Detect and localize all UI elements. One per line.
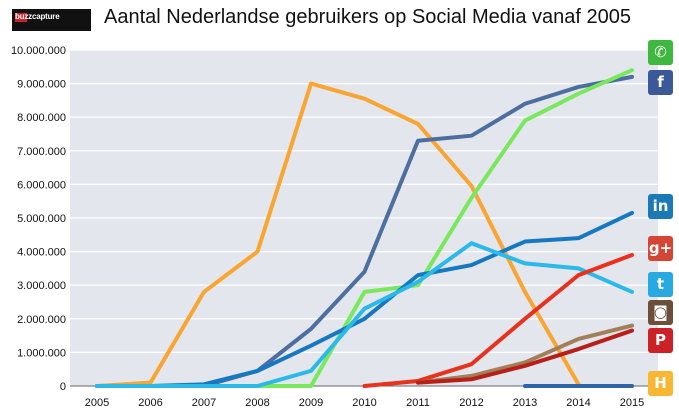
series-line-google-plus	[362, 252, 634, 388]
logo-accent	[15, 13, 27, 22]
y-tick-label: 2.000.000	[17, 314, 66, 326]
y-tick-label: 0	[60, 381, 66, 393]
y-tick-label: 10.000.000	[11, 45, 66, 57]
x-tick-label: 2015	[620, 397, 644, 409]
x-tick-label: 2013	[513, 397, 537, 409]
x-tick-label: 2007	[192, 397, 216, 409]
x-tick-label: 2009	[299, 397, 323, 409]
hyves-icon: H	[648, 371, 673, 396]
y-tick-label: 4.000.000	[17, 247, 66, 259]
y-tick-label: 9.000.000	[17, 79, 66, 91]
x-tick-label: 2011	[406, 397, 430, 409]
y-tick-label: 5.000.000	[17, 213, 66, 225]
series-line-twitter	[95, 241, 634, 388]
buzzcapture-logo: buzzcapture	[12, 9, 91, 31]
y-tick-label: 6.000.000	[17, 179, 66, 191]
x-tick-label: 2010	[352, 397, 376, 409]
x-tick-label: 2005	[85, 397, 109, 409]
y-tick-label: 7.000.000	[17, 146, 66, 158]
series-line-pinterest	[416, 328, 634, 385]
facebook-icon: f	[648, 70, 673, 95]
chart-title: Aantal Nederlandse gebruikers op Social …	[104, 6, 632, 28]
pinterest-icon: P	[648, 328, 673, 353]
x-tick-label: 2008	[245, 397, 269, 409]
y-tick-label: 3.000.000	[17, 280, 66, 292]
google-plus-icon: g+	[648, 236, 673, 261]
linkedin-icon: in	[648, 194, 673, 219]
y-tick-label: 1.000.000	[17, 347, 66, 359]
twitter-icon: t	[648, 272, 673, 297]
logo-text: buzzcapture	[15, 12, 60, 21]
series-line-instagram	[416, 323, 634, 385]
whatsapp-icon: ✆	[648, 40, 673, 65]
x-tick-label: 2014	[566, 397, 590, 409]
x-tick-label: 2006	[138, 397, 162, 409]
instagram-icon: ◙	[648, 300, 673, 325]
series-line-hyves	[95, 81, 581, 388]
x-tick-label: 2012	[459, 397, 483, 409]
y-tick-label: 8.000.000	[17, 112, 66, 124]
